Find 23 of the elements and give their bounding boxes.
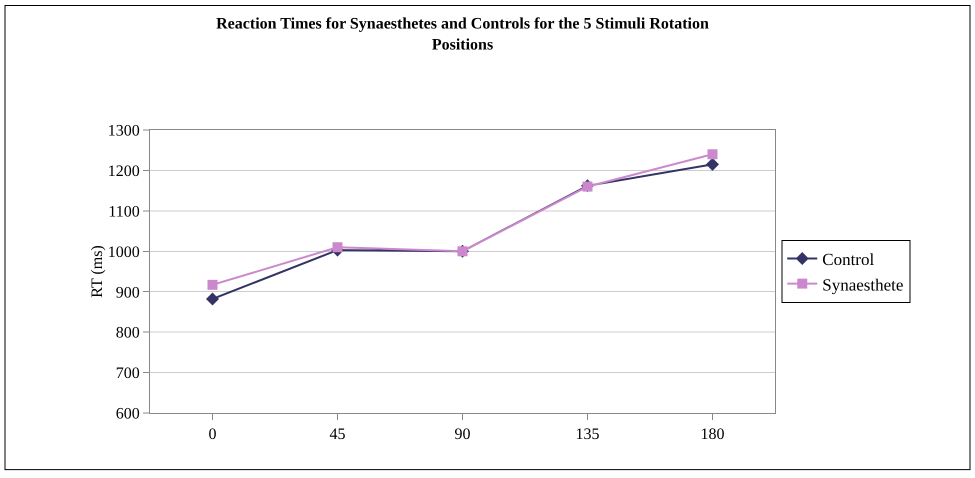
- y-tick-label: 1300: [108, 122, 140, 140]
- legend-label: Control: [822, 250, 874, 270]
- y-tick-label: 1200: [108, 163, 140, 180]
- x-tick-label: 135: [576, 426, 600, 444]
- y-tick-label: 800: [116, 324, 140, 342]
- point: [332, 242, 342, 252]
- y-tick-label: 1100: [108, 203, 140, 220]
- point: [208, 280, 218, 290]
- point: [582, 182, 592, 192]
- x-tick-label: 90: [454, 426, 470, 444]
- point: [706, 158, 719, 171]
- y-tick-label: 600: [116, 406, 140, 423]
- x-tick-label: 180: [700, 426, 724, 444]
- y-tick-label: 900: [116, 284, 140, 302]
- point: [708, 149, 718, 160]
- point: [206, 292, 219, 306]
- y-axis-title: RT (ms): [88, 245, 106, 298]
- legend-label: Synaesthete: [822, 275, 904, 294]
- y-tick-label: 700: [116, 365, 140, 382]
- chart-title: Reaction Times for Synaesthetes and Controls for the 5 Stimuli Rotation Positions: [216, 16, 709, 54]
- x-tick-label: 45: [330, 426, 346, 444]
- x-tick-label: 0: [208, 426, 216, 444]
- y-tick-label: 1000: [108, 244, 140, 261]
